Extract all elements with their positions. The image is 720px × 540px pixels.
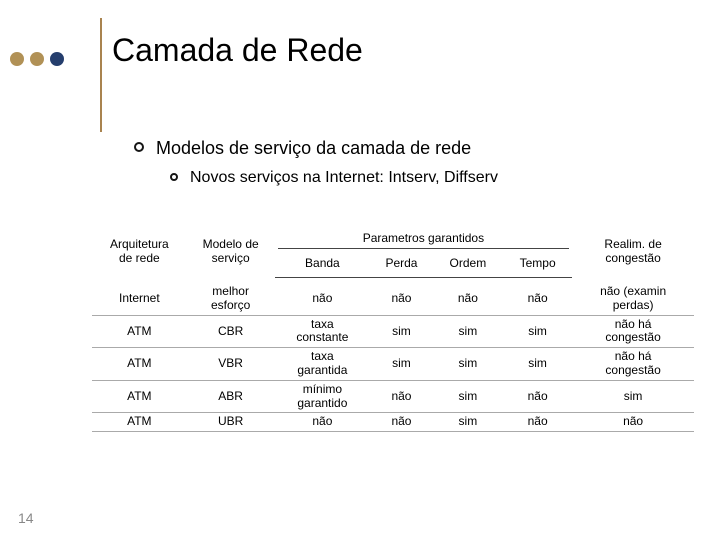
bullet-level2: Novos serviços na Internet: Intserv, Dif… — [170, 169, 694, 187]
table-row: ATMABRmínimogarantidonãosimnãosim — [92, 380, 694, 413]
bullet-level1: Modelos de serviço da camada de rede — [134, 138, 694, 159]
cell-order: sim — [433, 413, 503, 432]
cell-order: sim — [433, 315, 503, 348]
cell-arch: ATM — [92, 348, 187, 381]
cell-time: sim — [503, 315, 572, 348]
cell-congest: não (examinperdas) — [572, 277, 694, 315]
cell-congest: não — [572, 413, 694, 432]
ring-icon — [134, 142, 144, 152]
col-model: Modelo deserviço — [190, 238, 272, 266]
table-row: ATMVBRtaxagarantidasimsimsimnão háconges… — [92, 348, 694, 381]
cell-model: CBR — [187, 315, 275, 348]
bullet-list: Modelos de serviço da camada de rede Nov… — [134, 138, 694, 197]
cell-congest: não hácongestão — [572, 348, 694, 381]
cell-time: sim — [503, 348, 572, 381]
col-params-group: Parametros garantidos — [278, 232, 570, 249]
bullet-text-2: Novos serviços na Internet: Intserv, Dif… — [190, 169, 498, 187]
cell-order: não — [433, 277, 503, 315]
ring-icon — [170, 173, 178, 181]
cell-model: VBR — [187, 348, 275, 381]
cell-model: ABR — [187, 380, 275, 413]
col-arch: Arquiteturade rede — [95, 238, 184, 266]
cell-congest: não hácongestão — [572, 315, 694, 348]
cell-model: UBR — [187, 413, 275, 432]
col-loss: Perda — [370, 255, 433, 277]
cell-model: melhoresforço — [187, 277, 275, 315]
col-order: Ordem — [433, 255, 503, 277]
cell-congest: sim — [572, 380, 694, 413]
cell-arch: ATM — [92, 380, 187, 413]
slide-title: Camada de Rede — [112, 32, 363, 69]
table-row: ATMCBRtaxaconstantesimsimsimnão háconges… — [92, 315, 694, 348]
cell-arch: ATM — [92, 315, 187, 348]
cell-loss: sim — [370, 315, 433, 348]
cell-arch: ATM — [92, 413, 187, 432]
col-congest: Realim. decongestão — [575, 238, 691, 266]
col-time: Tempo — [503, 255, 572, 277]
cell-loss: não — [370, 380, 433, 413]
service-model-table: Arquiteturade rede Modelo deserviço Para… — [92, 230, 694, 432]
bullet-text-1: Modelos de serviço da camada de rede — [156, 138, 471, 159]
col-bw: Banda — [275, 255, 371, 277]
cell-order: sim — [433, 348, 503, 381]
cell-time: não — [503, 380, 572, 413]
cell-bw: mínimogarantido — [275, 380, 371, 413]
cell-bw: taxagarantida — [275, 348, 371, 381]
cell-time: não — [503, 413, 572, 432]
cell-order: sim — [433, 380, 503, 413]
table-row: ATMUBRnãonãosimnãonão — [92, 413, 694, 432]
table-row: Internetmelhoresforçonãonãonãonãonão (ex… — [92, 277, 694, 315]
cell-loss: não — [370, 277, 433, 315]
table-body: Internetmelhoresforçonãonãonãonãonão (ex… — [92, 277, 694, 432]
dot-3 — [50, 52, 64, 66]
dot-2 — [30, 52, 44, 66]
page-number: 14 — [18, 510, 34, 526]
cell-bw: não — [275, 413, 371, 432]
cell-loss: não — [370, 413, 433, 432]
title-divider — [100, 18, 102, 132]
cell-arch: Internet — [92, 277, 187, 315]
cell-loss: sim — [370, 348, 433, 381]
cell-time: não — [503, 277, 572, 315]
dot-1 — [10, 52, 24, 66]
title-dots — [10, 52, 64, 66]
cell-bw: não — [275, 277, 371, 315]
cell-bw: taxaconstante — [275, 315, 371, 348]
